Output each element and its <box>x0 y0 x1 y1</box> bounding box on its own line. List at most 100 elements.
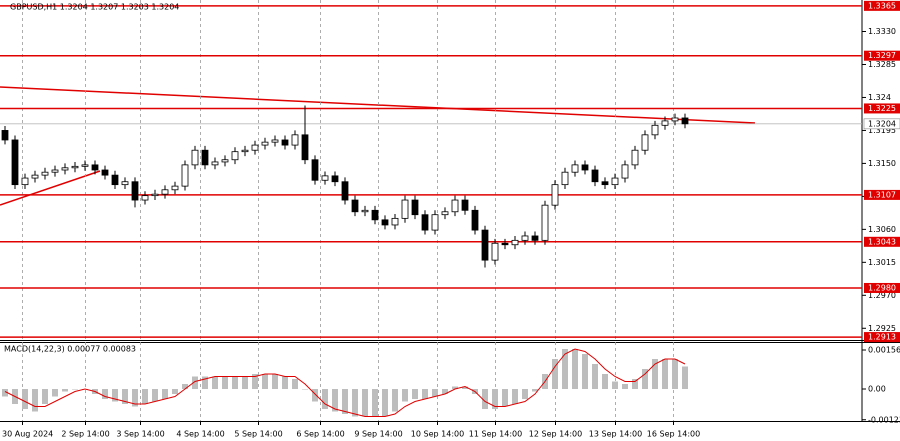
level-label: 1.2980 <box>868 283 896 292</box>
candle-body <box>161 189 169 195</box>
macd-bar <box>422 389 428 399</box>
macd-bar <box>62 389 68 392</box>
macd-bar <box>172 389 178 394</box>
y-tick-label: 1.3060 <box>868 225 896 234</box>
macd-bar <box>682 366 688 389</box>
macd-bar <box>452 386 458 389</box>
macd-bar <box>562 349 568 389</box>
x-tick-label: 2 Sep 14:00 <box>61 430 109 439</box>
candle-body <box>531 235 539 241</box>
x-tick-label: 9 Sep 14:00 <box>354 430 402 439</box>
macd-bar <box>152 389 158 402</box>
candle-body <box>541 204 549 241</box>
y-tick-label: 1.3195 <box>868 126 896 135</box>
candle-body <box>131 181 139 201</box>
last-price-label: 1.3204 <box>868 119 896 128</box>
chart-title: GBPUSD,H1 1.3204 1.3207 1.3203 1.3204 <box>10 3 179 12</box>
x-tick-label: 30 Aug 2024 <box>2 430 53 439</box>
level-label-box <box>864 50 900 61</box>
candle-body <box>361 209 369 213</box>
y-tick-label: 1.2970 <box>868 291 896 300</box>
macd-bar <box>572 349 578 389</box>
y-tick-label: 1.3285 <box>868 60 896 69</box>
last-price-box <box>863 118 900 130</box>
macd-bar <box>372 389 378 417</box>
candle-body <box>601 181 609 186</box>
candle-body <box>211 161 219 166</box>
level-label: 1.3043 <box>868 237 896 246</box>
x-tick-label: 12 Sep 14:00 <box>529 430 582 439</box>
x-tick-label: 6 Sep 14:00 <box>296 430 344 439</box>
macd-bar <box>282 376 288 389</box>
candle-body <box>41 171 49 176</box>
candle-body <box>551 184 559 206</box>
candle-body <box>81 164 89 167</box>
x-tick-label: 5 Sep 14:00 <box>234 430 282 439</box>
macd-bar <box>612 381 618 389</box>
macd-bar <box>322 389 328 409</box>
candle-body <box>391 217 399 226</box>
x-tick-label: 4 Sep 14:00 <box>176 430 224 439</box>
level-label: 1.2913 <box>868 333 896 342</box>
level-label-box <box>864 282 900 293</box>
candle-body <box>111 174 119 186</box>
macd-title: MACD(14,22,3) 0.00077 0.00083 <box>4 345 136 354</box>
candle-body <box>181 164 189 187</box>
macd-bar <box>2 389 8 397</box>
candle-body <box>101 169 109 176</box>
macd-bar <box>202 376 208 389</box>
candle-body <box>571 164 579 173</box>
candle-body <box>21 177 29 186</box>
macd-y-tick-label: 0.00156 <box>868 346 900 355</box>
candle-body <box>621 164 629 179</box>
macd-bar <box>362 389 368 417</box>
x-tick-label: 10 Sep 14:00 <box>411 430 464 439</box>
candle-body <box>11 139 19 186</box>
candle-body <box>671 117 679 122</box>
candle-body <box>141 195 149 201</box>
candle-body <box>51 169 59 173</box>
candle-body <box>91 164 99 171</box>
macd-bar <box>72 389 78 390</box>
y-tick-label: 1.2925 <box>868 324 896 333</box>
macd-bar <box>252 374 258 389</box>
macd-bar <box>272 374 278 389</box>
candle-body <box>311 159 319 181</box>
macd-bar <box>192 376 198 389</box>
macd-bar <box>42 389 48 404</box>
candle-body <box>401 199 409 219</box>
macd-bar <box>462 386 468 389</box>
macd-bar <box>642 369 648 389</box>
candle-body <box>461 199 469 211</box>
level-label-box <box>864 103 900 114</box>
macd-bar <box>672 359 678 389</box>
candle-body <box>481 229 489 261</box>
macd-bar <box>442 389 448 394</box>
macd-bar <box>342 389 348 414</box>
macd-bar <box>262 374 268 389</box>
macd-bar <box>212 376 218 389</box>
candle-body <box>271 139 279 143</box>
candle-body <box>231 151 239 161</box>
candle-body <box>471 209 479 231</box>
macd-bar <box>112 389 118 402</box>
candle-body <box>201 149 209 166</box>
candle-body <box>521 235 529 241</box>
macd-bar <box>302 389 308 390</box>
macd-bar <box>662 359 668 389</box>
candle-body <box>451 199 459 213</box>
y-tick-label: 1.3150 <box>868 159 896 168</box>
level-label: 1.3365 <box>868 1 896 10</box>
x-tick-label: 16 Sep 14:00 <box>647 430 700 439</box>
macd-bar <box>412 389 418 399</box>
macd-bar <box>512 389 518 404</box>
macd-y-tick-label: -0.00123 <box>868 415 900 424</box>
macd-bar <box>582 354 588 389</box>
candle-body <box>371 209 379 221</box>
level-label-box <box>864 189 900 200</box>
macd-bar <box>382 389 388 417</box>
level-label-box <box>864 236 900 247</box>
macd-bar <box>532 389 538 392</box>
candle-body <box>491 242 499 261</box>
